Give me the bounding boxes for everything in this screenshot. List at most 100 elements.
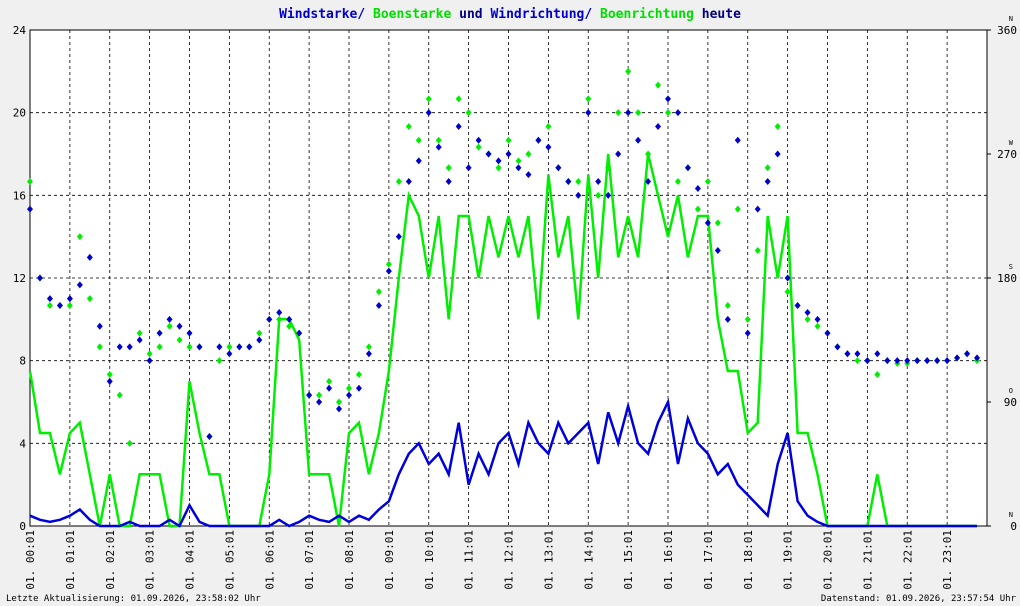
direction-point (565, 178, 572, 186)
direction-point (246, 343, 253, 351)
x-tick-label: 01. 02:01 (104, 530, 117, 590)
y2-tick-label: 90 (1004, 396, 1017, 409)
x-tick-label: 01. 06:01 (263, 530, 276, 590)
direction-point (694, 205, 701, 213)
direction-point (585, 95, 592, 103)
x-tick-label: 01. 23:01 (941, 530, 954, 590)
direction-point (665, 109, 671, 117)
direction-point (784, 274, 791, 282)
direction-point (724, 315, 731, 323)
chart-title: Windstarke/ Boenstarke und Windrichtung/… (279, 7, 741, 22)
y-tick-label: 16 (13, 189, 26, 202)
direction-point (655, 122, 662, 130)
x-tick-label: 01. 20:01 (822, 530, 835, 590)
footer-right: Datenstand: 01.09.2026, 23:57:54 Uhr (821, 594, 1017, 604)
direction-point (894, 357, 901, 365)
x-tick-label: 01. 08:01 (343, 530, 356, 590)
direction-point (575, 191, 582, 199)
y-tick-label: 12 (13, 272, 26, 285)
direction-point (46, 295, 53, 303)
direction-point (844, 350, 851, 358)
direction-point (714, 219, 721, 227)
direction-point (625, 109, 632, 117)
direction-point (734, 136, 741, 144)
direction-point (645, 178, 652, 186)
direction-point (525, 171, 532, 179)
direction-point (744, 315, 751, 323)
y2-tick-label: 0 (1010, 520, 1017, 533)
direction-point (76, 233, 83, 241)
direction-point (884, 357, 891, 365)
x-tick-label: 01. 13:01 (542, 530, 555, 590)
direction-point (346, 391, 352, 399)
y2-tick-direction: S (1009, 263, 1013, 271)
x-tick-label: 01. 00:01 (24, 530, 37, 590)
direction-point (435, 143, 442, 151)
direction-point (694, 184, 701, 192)
y-tick-label: 20 (13, 107, 26, 120)
direction-point (326, 384, 333, 392)
direction-point (56, 302, 63, 310)
direction-point (126, 343, 133, 351)
x-tick-label: 01. 15:01 (622, 530, 635, 590)
y-tick-label: 24 (13, 24, 27, 37)
direction-point (804, 315, 811, 323)
x-tick-label: 01. 04:01 (184, 530, 197, 590)
direction-point (465, 164, 472, 172)
direction-point (625, 67, 632, 75)
direction-point (156, 329, 163, 337)
direction-point (455, 122, 462, 130)
direction-point (226, 343, 233, 351)
direction-point (136, 336, 143, 344)
x-tick-label: 01. 07:01 (303, 530, 316, 590)
direction-point (316, 391, 323, 399)
direction-point (505, 150, 512, 158)
direction-point (116, 343, 123, 351)
direction-point (326, 377, 333, 385)
direction-point (615, 109, 622, 117)
direction-point (485, 150, 492, 158)
direction-point (96, 322, 103, 330)
direction-point (665, 95, 671, 103)
direction-point (405, 122, 412, 130)
direction-point (944, 357, 951, 365)
y2-tick-direction: O (1009, 387, 1013, 395)
direction-point (385, 260, 392, 268)
direction-point (176, 322, 183, 330)
direction-point (186, 343, 193, 351)
line-gust (28, 153, 977, 528)
direction-point (824, 329, 831, 337)
direction-point (106, 370, 113, 378)
direction-point (475, 143, 482, 151)
x-tick-label: 01. 01:01 (64, 530, 77, 590)
direction-point (904, 357, 911, 365)
title-part: und (459, 7, 482, 22)
line-wind (29, 397, 977, 528)
direction-point (724, 302, 731, 310)
direction-point (306, 391, 313, 399)
direction-point (116, 391, 123, 399)
direction-point (505, 136, 512, 144)
direction-point (286, 322, 293, 330)
direction-point (704, 219, 711, 227)
y2-tick-label: 360 (997, 24, 1017, 37)
x-tick-label: 01. 09:01 (383, 530, 396, 590)
direction-point (475, 136, 482, 144)
x-tick-label: 01. 17:01 (702, 530, 715, 590)
direction-point (744, 329, 751, 337)
x-tick-label: 01. 21:01 (861, 530, 874, 590)
direction-point (794, 302, 801, 310)
direction-point (266, 315, 273, 323)
direction-point (86, 253, 93, 261)
y2-tick-direction: W (1009, 139, 1014, 147)
x-tick-label: 01. 12:01 (503, 530, 516, 590)
direction-point (375, 302, 382, 310)
direction-point (375, 288, 382, 296)
x-tick-label: 01. 18:01 (742, 530, 755, 590)
direction-point (814, 322, 821, 330)
direction-point (76, 281, 83, 289)
direction-point (256, 329, 263, 337)
direction-point (296, 329, 303, 337)
y-tick-label: 8 (19, 355, 26, 368)
direction-point (146, 350, 153, 358)
